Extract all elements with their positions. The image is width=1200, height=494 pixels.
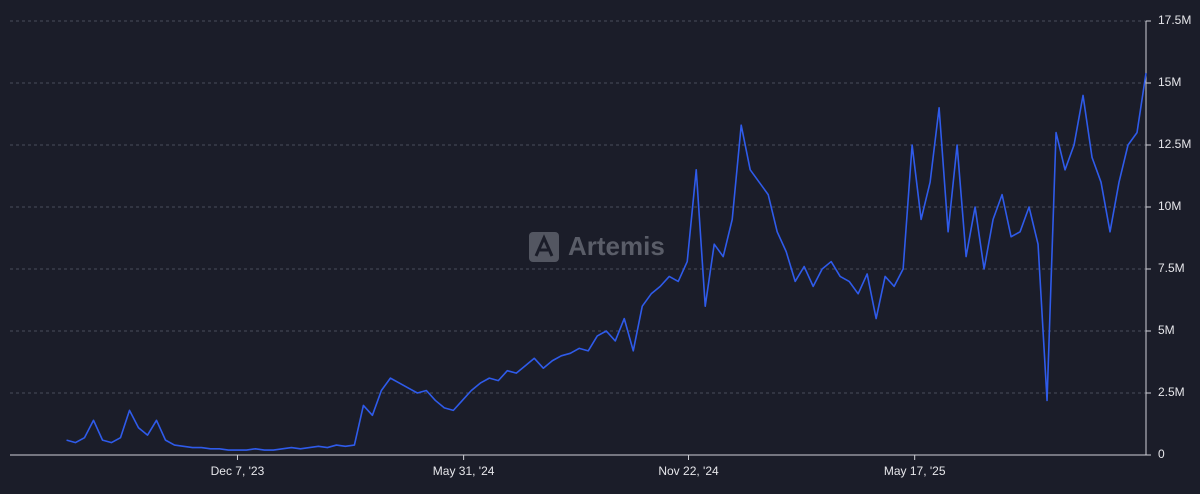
y-tick-label: 10M xyxy=(1158,199,1181,213)
y-tick-label: 7.5M xyxy=(1158,261,1185,275)
data-line xyxy=(66,72,1147,451)
y-tick-label: 15M xyxy=(1158,75,1181,89)
y-tick-label: 5M xyxy=(1158,323,1175,337)
x-tick-label: Dec 7, '23 xyxy=(211,464,265,478)
x-tick-label: Nov 22, '24 xyxy=(658,464,719,478)
watermark-logo xyxy=(529,232,559,262)
y-tick-label: 17.5M xyxy=(1158,13,1191,27)
y-tick-label: 2.5M xyxy=(1158,385,1185,399)
y-tick-label: 0 xyxy=(1158,447,1165,461)
watermark: Artemis xyxy=(568,231,665,261)
x-tick-label: May 31, '24 xyxy=(433,464,495,478)
y-tick-label: 12.5M xyxy=(1158,137,1191,151)
x-tick-label: May 17, '25 xyxy=(884,464,946,478)
